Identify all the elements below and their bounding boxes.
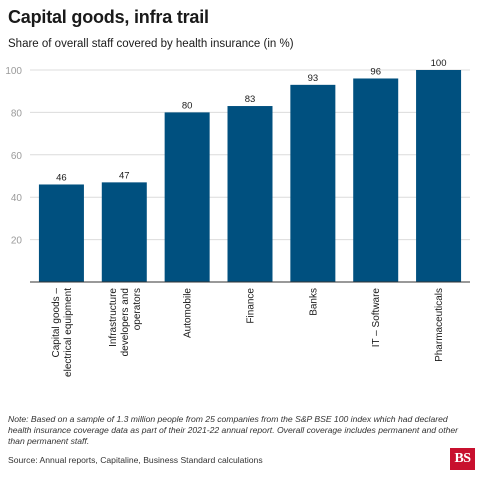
y-tick-label: 100 xyxy=(5,66,22,77)
x-tick-label: IT – Software xyxy=(371,288,382,348)
x-tick-label: Pharmaceuticals xyxy=(434,288,445,362)
data-label: 96 xyxy=(370,66,381,77)
y-tick-label: 60 xyxy=(11,151,23,162)
data-label: 46 xyxy=(56,172,67,183)
data-label: 100 xyxy=(431,58,447,69)
business-standard-logo: BS xyxy=(450,448,475,470)
source-line: Source: Annual reports, Capitaline, Busi… xyxy=(8,455,263,465)
y-tick-label: 40 xyxy=(11,193,23,204)
bar xyxy=(290,84,336,282)
bar xyxy=(416,70,462,282)
bar xyxy=(164,112,210,283)
x-tick-label: Infrastructuredevelopers andoperators xyxy=(108,288,143,357)
x-tick-label: Banks xyxy=(308,288,319,316)
bar-chart: 20 40 60 80 100 46 47 80 83 93 96 100 Capital goods … xyxy=(5,58,470,377)
data-label: 80 xyxy=(182,100,193,111)
chart-subtitle: Share of overall staff covered by health… xyxy=(8,38,294,50)
y-tick-label: 20 xyxy=(11,236,23,247)
x-tick-label: Automobile xyxy=(183,288,194,338)
bar xyxy=(353,78,399,282)
data-label: 47 xyxy=(119,170,130,181)
footnote: Note: Based on a sample of 1.3 million p… xyxy=(8,414,459,446)
bar xyxy=(227,106,273,282)
data-label: 83 xyxy=(245,94,256,105)
y-tick-label: 80 xyxy=(11,108,23,119)
bar xyxy=(101,182,147,282)
x-tick-label: Finance xyxy=(246,288,257,324)
x-tick-label: Capital goods –electrical equipment xyxy=(51,288,74,377)
data-label: 93 xyxy=(308,73,319,84)
chart-title: Capital goods, infra trail xyxy=(8,7,209,27)
bar xyxy=(38,184,84,282)
